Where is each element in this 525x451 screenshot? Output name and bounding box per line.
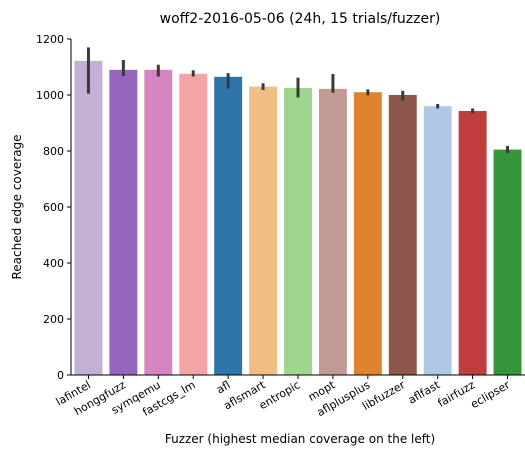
y-axis: 0 200 400 600 800 1000 1200	[36, 33, 72, 382]
y-tick-label: 1200	[36, 33, 64, 46]
chart-title: woff2-2016-05-06 (24h, 15 trials/fuzzer)	[160, 11, 441, 27]
x-tick-label: afl	[214, 378, 232, 396]
bar-aflfast	[423, 106, 452, 375]
bar-afl	[214, 76, 243, 376]
bar-mopt	[318, 88, 347, 375]
y-tick-label: 1000	[36, 89, 64, 102]
y-tick-label: 400	[43, 257, 64, 270]
bar-fairfuzz	[458, 110, 487, 376]
y-tick-label: 600	[43, 201, 64, 214]
bars-group	[74, 60, 522, 376]
y-tick-label: 0	[57, 369, 64, 382]
bar-lafintel	[74, 60, 103, 376]
bar-libfuzzer	[388, 95, 417, 375]
bar-fastcgs-lm	[179, 73, 208, 375]
bar-entropic	[284, 88, 312, 375]
y-tick-label: 800	[43, 145, 64, 158]
bar-eclipser	[493, 149, 522, 375]
error-bars-group	[86, 47, 510, 153]
bar-symqemu	[144, 69, 173, 376]
bar-aflsmart	[249, 86, 278, 375]
x-axis-label: Fuzzer (highest median coverage on the l…	[165, 432, 435, 446]
y-tick-label: 200	[43, 313, 64, 326]
bar-honggfuzz	[109, 69, 138, 376]
y-axis-label: Reached edge coverage	[10, 134, 24, 279]
bar-aflplusplus	[353, 92, 382, 375]
x-tick-label: eclipser	[468, 378, 512, 411]
